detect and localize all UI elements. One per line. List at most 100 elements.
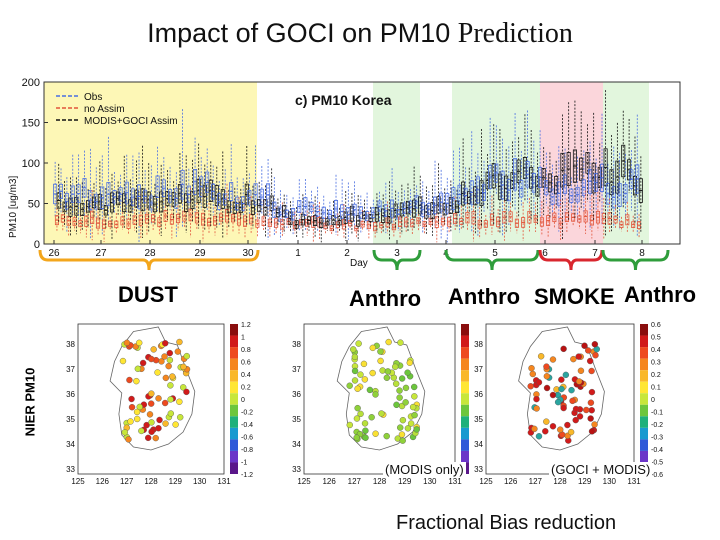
- station-point: [354, 385, 361, 392]
- station-point: [564, 421, 571, 429]
- station-point: [583, 406, 590, 414]
- colorbar-tick-label: 0.5: [651, 335, 661, 342]
- x-tick-label: 1: [295, 248, 301, 259]
- station-point: [162, 420, 169, 427]
- episode-brackets: [38, 249, 670, 271]
- map-x-tick-label: 129: [578, 477, 592, 486]
- map-x-tick-label: 131: [448, 477, 462, 486]
- title-main: Impact of GOCI on PM10: [147, 18, 451, 48]
- station-point: [549, 356, 557, 363]
- map-y-tick-label: 34: [66, 440, 75, 449]
- colorbar-tick-label: 0: [241, 397, 245, 404]
- map-y-tick-label: 35: [474, 415, 483, 424]
- colorbar-tick-label: 0.1: [651, 385, 661, 392]
- station-point: [351, 367, 359, 375]
- station-point: [155, 395, 162, 402]
- station-point: [133, 408, 141, 416]
- colorbar-tick-label: -1.2: [241, 472, 253, 479]
- title-tail: Prediction: [457, 18, 573, 49]
- colorbar-tick-label: -0.4: [651, 447, 663, 454]
- station-point: [372, 391, 379, 398]
- map-x-tick-label: 129: [398, 477, 412, 486]
- colorbar-tick-label: -0.1: [651, 410, 663, 417]
- station-point: [543, 384, 551, 392]
- map-x-tick-label: 129: [169, 477, 183, 486]
- station-point: [406, 359, 413, 366]
- anthro-bracket-1: [372, 249, 422, 271]
- station-point: [176, 398, 183, 405]
- bias-map-2: 33 34 35 36 37 38 125 126 127 128 129 130 131: [292, 323, 469, 486]
- station-point: [167, 382, 174, 389]
- station-point: [183, 352, 190, 360]
- map-y-tick-label: 35: [292, 415, 301, 424]
- colorbar-cell: [230, 347, 238, 359]
- station-point: [144, 434, 152, 442]
- map-y-tick-label: 37: [474, 365, 483, 374]
- station-point: [166, 349, 173, 357]
- colorbar-cell: [640, 416, 648, 428]
- colorbar-cell: [461, 427, 469, 440]
- map-x-tick-label: 125: [71, 477, 85, 486]
- map-frame: [77, 323, 225, 475]
- station-point: [396, 394, 403, 401]
- station-point: [354, 404, 361, 412]
- map-x-tick-label: 131: [217, 477, 231, 486]
- station-point: [346, 382, 353, 389]
- label-anthro-2: Anthro: [448, 284, 521, 309]
- anthro-bracket-3: [601, 249, 670, 271]
- colorbar-tick-label: 1.2: [241, 322, 251, 329]
- station-point: [162, 340, 169, 347]
- station-point: [155, 425, 162, 432]
- station-point: [353, 434, 360, 441]
- map-y-tick-label: 34: [292, 440, 301, 449]
- station-point: [575, 378, 583, 385]
- map-y-tick-label: 38: [292, 340, 301, 349]
- x-tick-label: 30: [242, 248, 254, 259]
- x-tick-label: 5: [492, 248, 498, 259]
- x-tick-label: 26: [48, 248, 60, 259]
- station-point: [535, 379, 543, 386]
- station-point: [404, 369, 411, 376]
- station-point: [161, 353, 168, 360]
- colorbar-cell: [230, 393, 238, 405]
- station-point: [147, 400, 155, 407]
- x-tick-label: 8: [639, 248, 645, 259]
- station-point: [575, 353, 582, 360]
- station-point: [369, 369, 376, 377]
- colorbar-tick-label: 0: [651, 397, 655, 404]
- map-y-tick-label: 37: [292, 365, 301, 374]
- station-point: [361, 376, 369, 383]
- station-point: [570, 355, 577, 363]
- station-point: [558, 376, 565, 383]
- station-point: [353, 415, 361, 422]
- station-point: [586, 357, 594, 365]
- station-point: [384, 368, 392, 375]
- map-y-tick-label: 36: [292, 390, 301, 399]
- station-point: [577, 367, 585, 374]
- station-point: [529, 370, 536, 378]
- station-point: [402, 399, 409, 406]
- station-point: [587, 399, 595, 406]
- station-point: [537, 353, 545, 360]
- station-point: [143, 421, 150, 429]
- station-point: [180, 363, 187, 371]
- station-point: [588, 388, 596, 396]
- station-point: [572, 405, 580, 413]
- y-tick-label: 150: [22, 118, 40, 130]
- station-point: [377, 357, 384, 365]
- station-point: [351, 353, 359, 361]
- station-point: [413, 426, 420, 433]
- station-point: [557, 426, 564, 433]
- station-point: [398, 431, 406, 438]
- colorbar-tick-label: 0.4: [651, 347, 661, 354]
- colorbar-cell: [230, 370, 238, 382]
- colorbar-tick-label: 0.6: [241, 360, 251, 367]
- colorbar-cell: [230, 404, 238, 417]
- colorbar-tick-label: -0.2: [241, 410, 253, 417]
- station-point: [392, 380, 400, 387]
- colorbar-cell: [461, 370, 469, 382]
- station-point: [576, 413, 584, 420]
- colorbar-cell: [640, 358, 648, 371]
- station-point: [385, 338, 392, 346]
